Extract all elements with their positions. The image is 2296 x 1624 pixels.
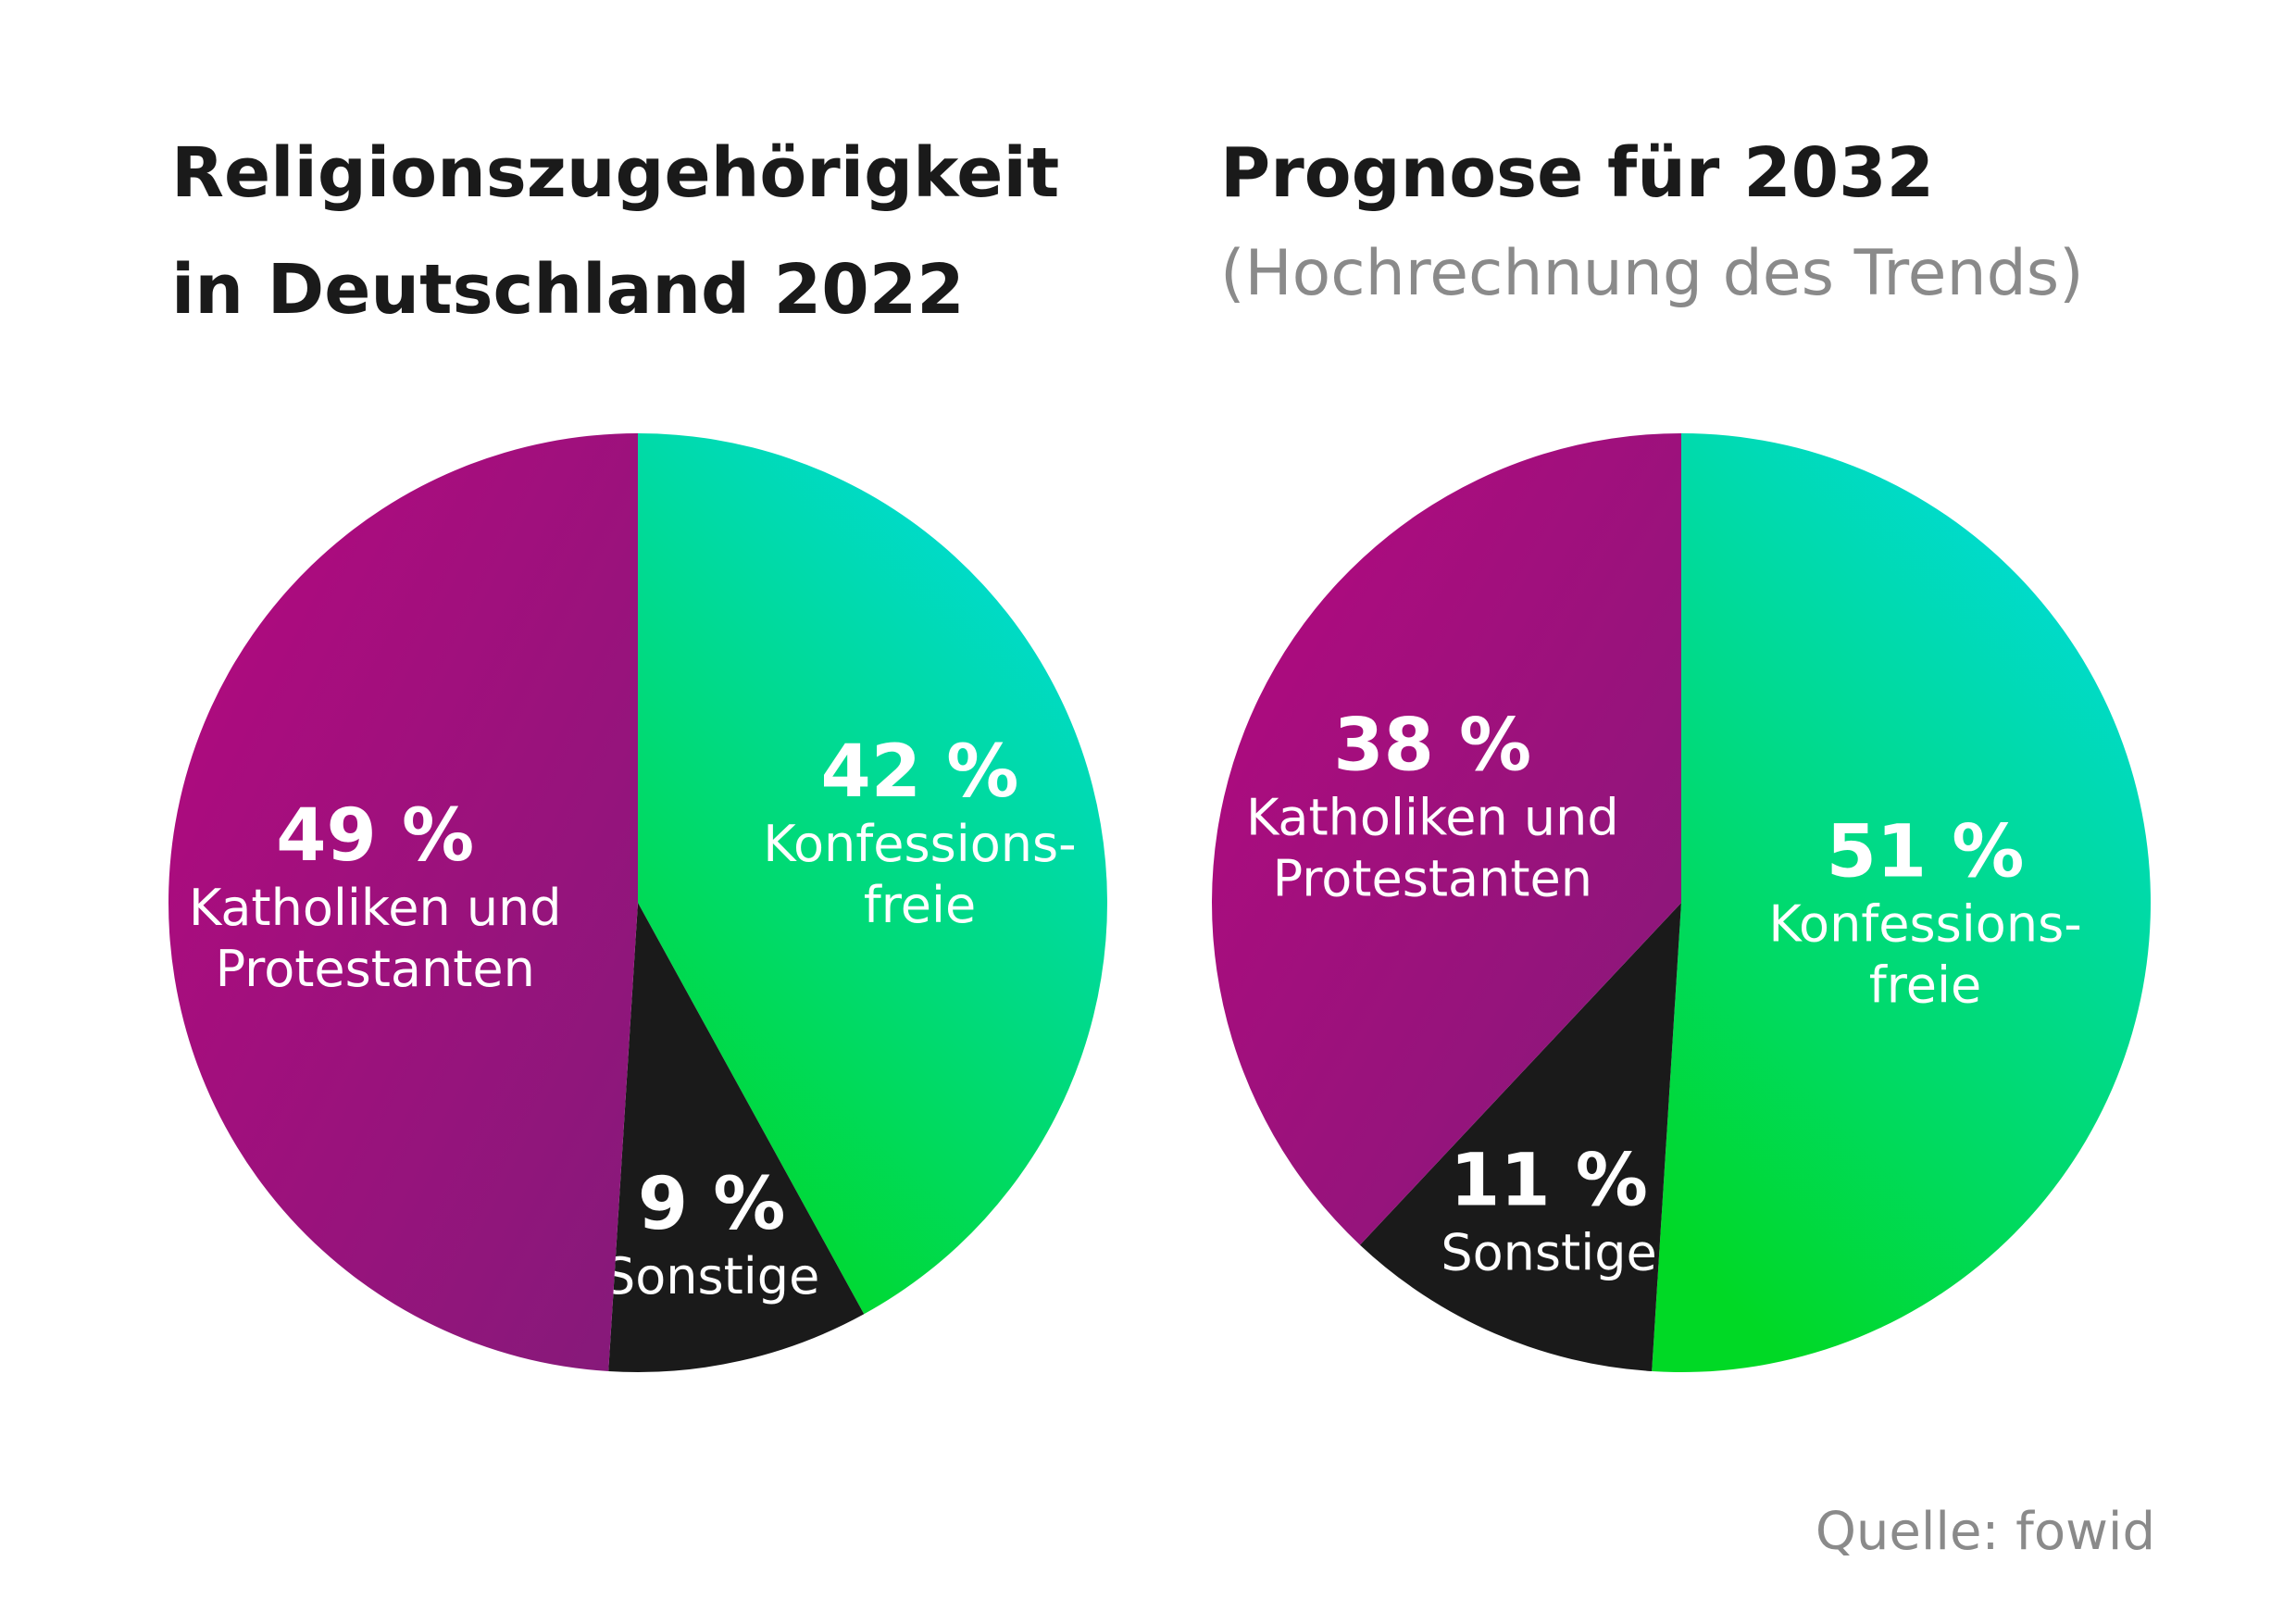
pie-slice-christian xyxy=(168,433,638,1371)
chart-title-2032: Prognose für 2032 xyxy=(1220,115,1934,231)
slice-label-christian: Protestanten xyxy=(216,940,535,998)
slice-percent-other: 9 % xyxy=(638,1163,786,1246)
chart-title-2022-line1: Religionszugehörigkeit xyxy=(171,133,1060,213)
slice-label-christian: Katholiken und xyxy=(1246,789,1619,847)
source-note: Quelle: fowid xyxy=(1815,1502,2155,1562)
slice-label-free: freie xyxy=(864,876,976,934)
pie-slice-free xyxy=(1652,433,2151,1372)
chart-title-2032-line1: Prognose für 2032 xyxy=(1220,133,1935,213)
chart-title-2022: Religionszugehörigkeit in Deutschland 20… xyxy=(171,115,1059,348)
slice-percent-christian: 49 % xyxy=(276,794,474,878)
chart-title-2022-line2: in Deutschland 2022 xyxy=(171,250,965,330)
pie-chart-2032: 51 %Konfessions-freie 11 %Sonstige 38 %Kat… xyxy=(1212,432,2151,1372)
chart-subtitle-2032: (Hochrechnung des Trends) xyxy=(1220,237,2084,310)
slice-label-christian: Protestanten xyxy=(1273,850,1592,908)
slice-label-christian: Katholiken und xyxy=(189,879,562,937)
pie-slice-other xyxy=(1359,903,1681,1371)
slice-label-other: Sonstige xyxy=(604,1247,819,1305)
slice-percent-free: 42 % xyxy=(821,731,1019,814)
slice-percent-christian: 38 % xyxy=(1333,705,1531,788)
slice-percent-other: 11 % xyxy=(1450,1139,1648,1222)
slice-label-other: Sonstige xyxy=(1441,1223,1656,1281)
pie-slice-other xyxy=(608,903,865,1373)
pie-chart-2022: 42 %Konfessions-freie 9 %Sonstige 49 %Kath… xyxy=(168,433,1108,1373)
slice-label-free: Konfessions- xyxy=(763,815,1076,873)
slice-label-free: freie xyxy=(1869,956,1981,1014)
pie-slice-christian xyxy=(1212,432,1681,1245)
pie-slice-free xyxy=(638,433,1108,1315)
slice-label-free: Konfessions- xyxy=(1768,894,2081,953)
slice-percent-free: 51 % xyxy=(1827,810,2025,893)
